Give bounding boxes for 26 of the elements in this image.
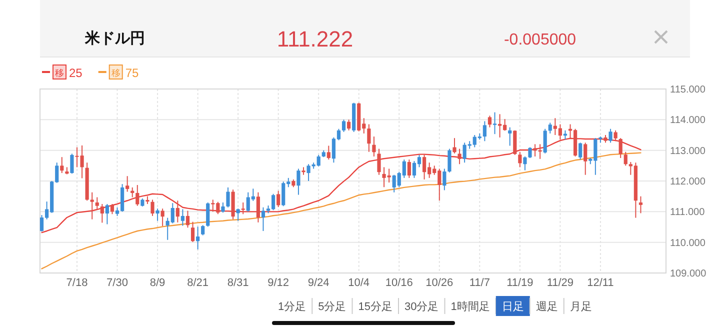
xtick-label: 9/12 xyxy=(268,277,290,289)
xtick-label: 11/19 xyxy=(506,277,534,289)
xtick-label: 8/31 xyxy=(227,277,249,289)
xtick-label: 8/9 xyxy=(150,277,166,289)
legend-label: 移 25 xyxy=(55,66,83,80)
ytick-label: 109.000 xyxy=(670,268,706,280)
xtick-label: 9/24 xyxy=(308,277,330,289)
ytick-label: 110.000 xyxy=(670,238,706,249)
ytick-label: 113.000 xyxy=(670,146,706,157)
ytick-label: 114.000 xyxy=(670,115,706,126)
legend-label: 移 75 xyxy=(111,66,140,80)
xtick-label: 10/4 xyxy=(348,277,370,289)
xtick-label: 7/18 xyxy=(66,277,88,289)
xtick-label: 10/26 xyxy=(426,277,454,289)
annotation: -0.005000 xyxy=(504,32,576,49)
annotation: 111.222 xyxy=(276,26,354,52)
xtick-label: 10/16 xyxy=(385,277,413,289)
xtick-label: 12/11 xyxy=(587,277,614,289)
xtick-label: 11/7 xyxy=(469,277,490,289)
ytick-label: 115.000 xyxy=(670,84,706,96)
xtick-label: 8/21 xyxy=(187,277,208,289)
xtick-label: 11/29 xyxy=(546,277,574,289)
ytick-label: 112.000 xyxy=(670,176,706,188)
xtick-label: 7/30 xyxy=(106,277,128,289)
ytick-label: 111.000 xyxy=(670,207,705,218)
title: 米ドル円 xyxy=(85,30,145,47)
